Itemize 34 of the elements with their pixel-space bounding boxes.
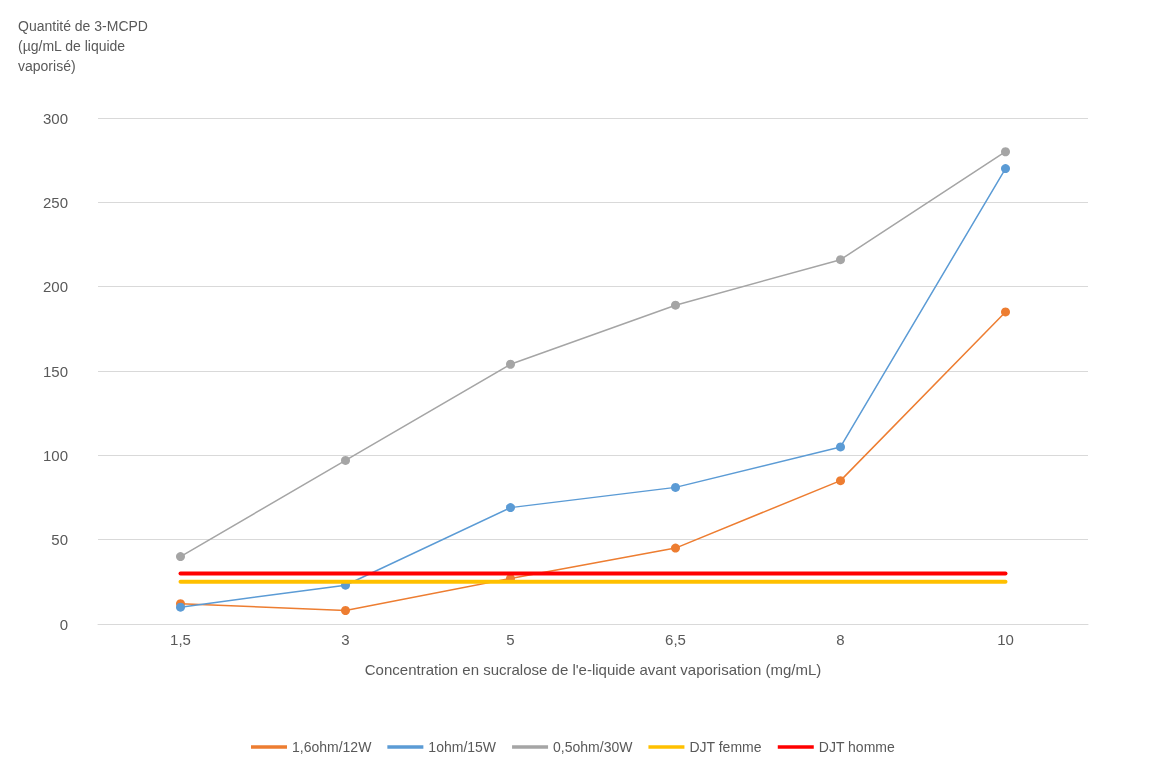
point — [836, 255, 845, 265]
x-tick-label: 5 — [506, 631, 515, 648]
y-tick-label: 300 — [42, 109, 68, 127]
x-tick-label: 3 — [341, 631, 350, 648]
point — [671, 543, 680, 553]
y-axis-title: Quantité de 3-MCPD (µg/mL de liquide vaporisé) — [18, 18, 148, 74]
y-tick-label: 150 — [42, 362, 68, 380]
point — [671, 482, 680, 492]
legend-label: DJT homme — [818, 739, 895, 755]
point — [1001, 147, 1010, 157]
x-tick-label: 1,5 — [170, 631, 191, 648]
x-tick-label: 6,5 — [665, 631, 686, 648]
y-tick-label: 50 — [51, 531, 68, 549]
point — [506, 359, 515, 369]
legend-label: 1,6ohm/12W — [291, 739, 373, 755]
point — [341, 455, 350, 465]
point — [671, 300, 680, 310]
point — [1001, 307, 1010, 317]
y-tick-label: 250 — [42, 193, 68, 211]
x-tick-label: 8 — [836, 631, 845, 648]
y-tick-label: 100 — [42, 446, 68, 464]
point — [836, 442, 845, 452]
point — [836, 476, 845, 486]
x-axis-title: Concentration en sucralose de l'e-liquide avant vaporisation (mg/mL) — [364, 661, 822, 678]
legend-label: 1ohm/15W — [428, 739, 497, 755]
point — [1001, 164, 1010, 174]
x-tick-label: 10 — [997, 631, 1014, 648]
point — [176, 552, 185, 562]
point — [506, 503, 515, 513]
legend-label: DJT femme — [689, 739, 762, 755]
y-tick-label: 0 — [59, 615, 68, 633]
y-tick-label: 200 — [42, 278, 68, 296]
legend-label: 0,5ohm/30W — [553, 739, 634, 755]
point — [341, 606, 350, 615]
